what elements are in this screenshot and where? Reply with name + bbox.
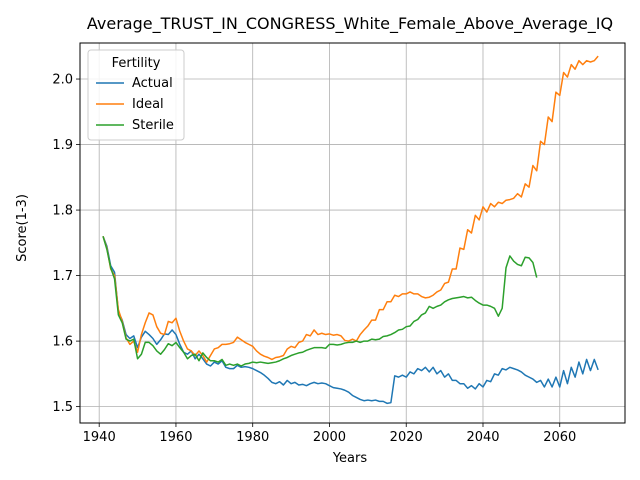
y-tick-label: 2.0 [52, 73, 73, 88]
y-tick-label: 1.7 [52, 269, 73, 284]
series-layer [102, 55, 599, 405]
legend-title: Fertility [112, 56, 161, 71]
y-tick-label: 1.9 [52, 138, 73, 153]
legend: Fertility Actual Ideal Sterile [87, 49, 185, 141]
x-tick-label: 2040 [466, 430, 499, 445]
plot-frame [79, 42, 626, 424]
legend-label-ideal: Ideal [132, 97, 164, 112]
x-tick-label: 2020 [390, 430, 423, 445]
y-tick-label: 1.8 [52, 204, 73, 219]
x-tick-label: 1980 [236, 430, 269, 445]
x-tick-label: 1960 [159, 430, 192, 445]
legend-label-sterile: Sterile [132, 118, 174, 133]
x-tick-label: 2060 [543, 430, 576, 445]
ticks: 1940 1960 1980 2000 2020 2040 2060 1.5 1.6 1.7 1.8… [52, 73, 576, 445]
legend-label-actual: Actual [132, 76, 173, 91]
y-tick-label: 1.5 [52, 400, 73, 415]
chart-title: Average_TRUST_IN_CONGRESS_White_Female_A… [87, 14, 613, 34]
series-line-ideal [102, 55, 599, 363]
y-axis-label: Score(1-3) [15, 194, 30, 262]
x-axis-label: Years [332, 451, 368, 466]
x-tick-label: 1940 [83, 430, 116, 445]
legend-box [87, 49, 185, 141]
series-line-actual [102, 236, 599, 405]
grid [80, 43, 625, 423]
series-line-sterile [102, 236, 538, 367]
x-tick-label: 2000 [313, 430, 346, 445]
y-tick-label: 1.6 [52, 335, 73, 350]
